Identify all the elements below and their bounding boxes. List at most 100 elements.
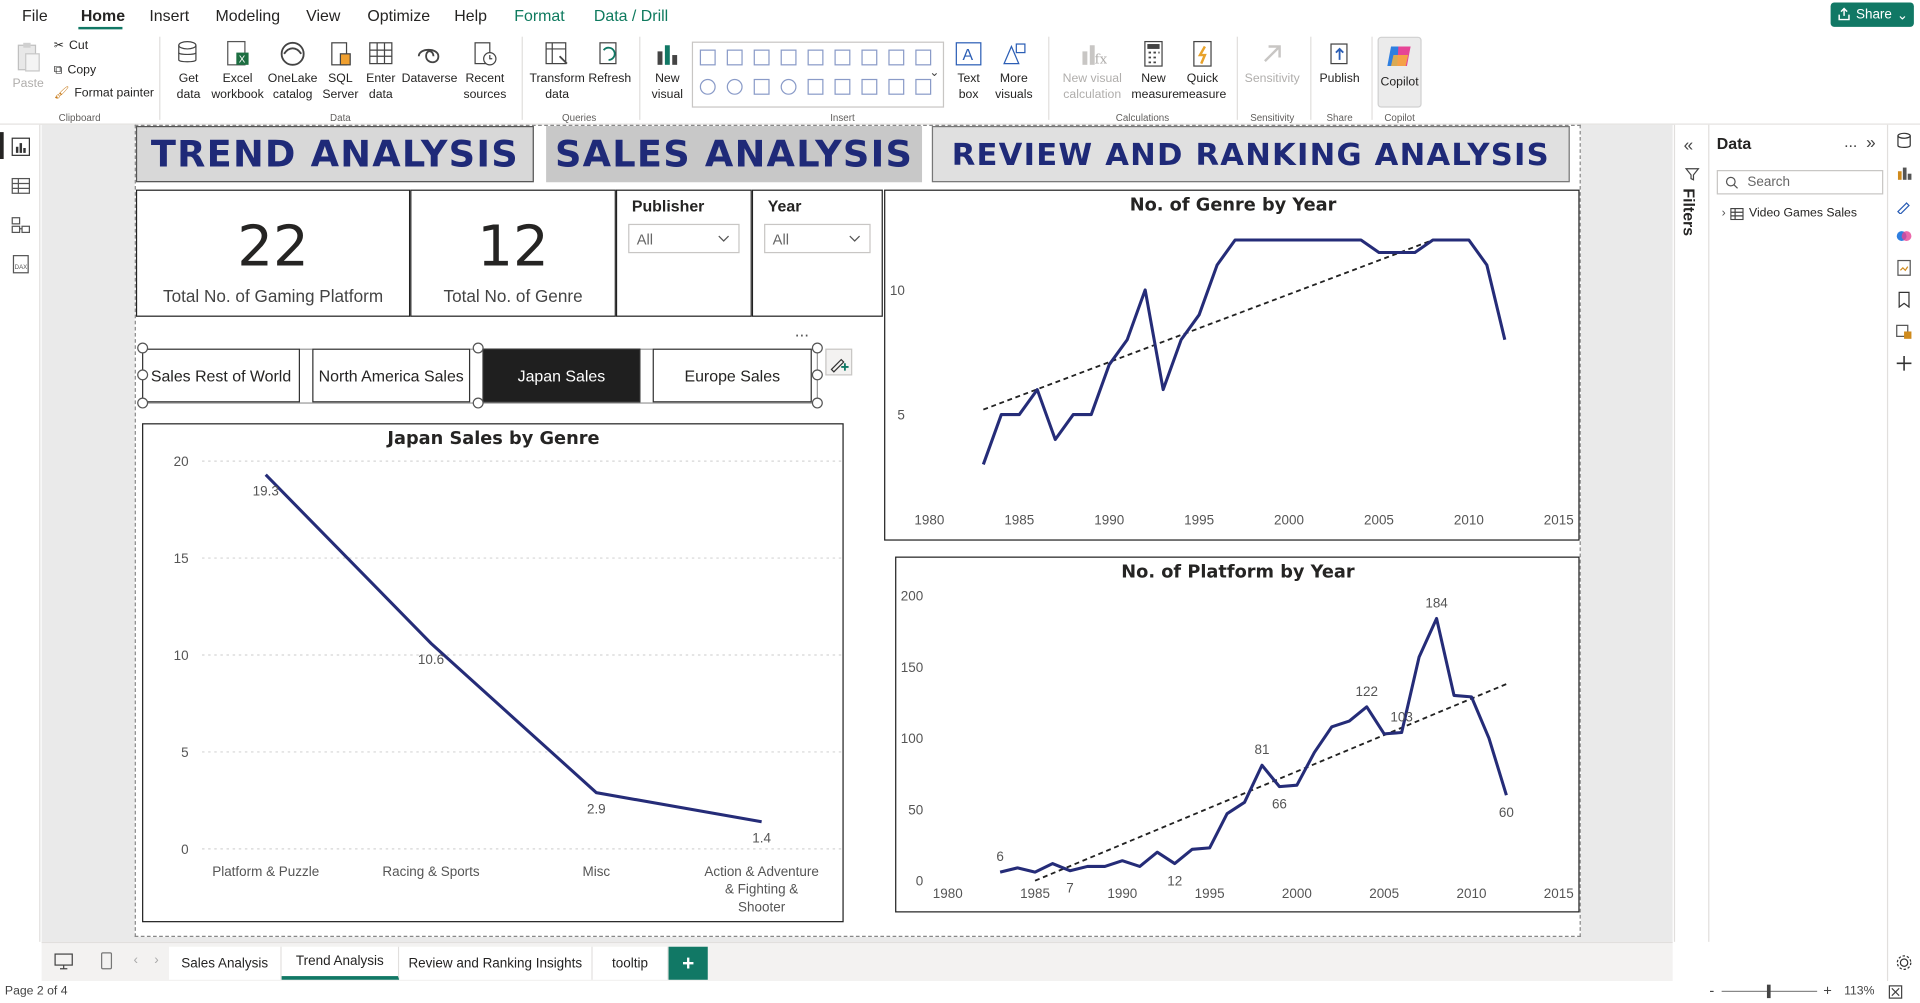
collapse-chevron-icon[interactable]: «	[1683, 134, 1694, 155]
table-view-icon[interactable]	[11, 176, 31, 196]
menu-modeling[interactable]: Modeling	[215, 6, 281, 25]
share-button[interactable]: Share ⌄	[1830, 2, 1914, 27]
cut-button[interactable]: ✂ Cut	[54, 39, 88, 52]
excel-workbook-button[interactable]: X Excel workbook	[211, 39, 265, 103]
zoom-out-icon[interactable]: -	[1709, 982, 1715, 1000]
menu-help[interactable]: Help	[454, 6, 488, 25]
text-box-button[interactable]: A Text box	[950, 39, 987, 103]
build-visual-icon[interactable]	[1896, 165, 1913, 182]
kpi-value: 22	[237, 212, 309, 279]
trend-analysis-nav-button[interactable]: TREND ANALYSIS	[135, 125, 534, 183]
settings-gear-icon[interactable]	[1896, 954, 1913, 971]
tab-scroll-right-icon[interactable]: ›	[154, 952, 159, 968]
table-tree-item[interactable]: › Video Games Sales	[1722, 207, 1857, 220]
add-pane-icon[interactable]	[1896, 355, 1913, 372]
more-options-icon[interactable]: ...	[1844, 132, 1858, 151]
resize-handle[interactable]	[811, 369, 823, 381]
tab-scroll-left-icon[interactable]: ‹	[133, 952, 138, 968]
filters-label[interactable]: Filters	[1680, 188, 1699, 237]
kpi-card-platforms: 22 Total No. of Gaming Platform	[135, 189, 411, 317]
model-view-icon[interactable]	[11, 215, 31, 235]
copy-button[interactable]: ⧉ Copy	[54, 64, 96, 77]
dataverse-button[interactable]: Dataverse	[401, 39, 458, 87]
dataverse-label: Dataverse	[401, 72, 458, 86]
desktop-layout-icon[interactable]	[54, 953, 74, 970]
menu-view[interactable]: View	[306, 6, 341, 25]
refresh-button[interactable]: Refresh	[588, 39, 632, 87]
tab-trend-analysis[interactable]: Trend Analysis	[281, 946, 400, 980]
onelake-icon	[280, 41, 305, 66]
format-painter-button[interactable]: 🖌 Format painter	[54, 87, 154, 100]
resize-handle[interactable]	[137, 397, 149, 409]
share-group-label: Share	[1326, 112, 1353, 124]
recent-sources-button[interactable]: Recent sources	[458, 39, 512, 103]
active-menu-indicator	[78, 26, 123, 30]
performance-icon[interactable]	[1896, 259, 1913, 276]
resize-handle[interactable]	[137, 342, 149, 354]
expand-chevron-icon[interactable]: »	[1866, 132, 1876, 152]
publisher-dropdown[interactable]: All	[628, 223, 740, 254]
zoom-slider-thumb[interactable]	[1766, 984, 1771, 999]
year-dropdown[interactable]: All	[764, 223, 871, 254]
new-measure-button[interactable]: New measure	[1131, 39, 1179, 103]
sales-rest-of-world-button[interactable]: Sales Rest of World	[142, 348, 301, 403]
resize-handle[interactable]	[472, 397, 484, 409]
zoom-in-icon[interactable]: +	[1823, 982, 1832, 1000]
more-visuals-button[interactable]: More visuals	[989, 39, 1038, 103]
review-ranking-nav-button[interactable]: REVIEW AND RANKING ANALYSIS	[931, 125, 1570, 183]
get-data-button[interactable]: Get data	[169, 39, 208, 103]
calculator-icon	[1144, 40, 1163, 67]
resize-handle[interactable]	[472, 342, 484, 354]
fit-to-page-icon[interactable]	[1888, 985, 1903, 1000]
data-pane-icon[interactable]	[1896, 132, 1913, 149]
quick-measure-button[interactable]: Quick measure	[1178, 39, 1227, 103]
resize-handle[interactable]	[811, 342, 823, 354]
format-visual-button[interactable]	[825, 348, 853, 376]
tab-review-ranking-insights[interactable]: Review and Ranking Insights	[399, 946, 593, 980]
transform-data-button[interactable]: Transform data	[529, 39, 585, 103]
sales-analysis-nav-button[interactable]: SALES ANALYSIS	[546, 125, 923, 183]
slicer-title: Year	[767, 196, 802, 216]
japan-sales-button[interactable]: Japan Sales	[482, 348, 641, 403]
copilot-button[interactable]: Copilot	[1377, 36, 1422, 108]
report-view-icon[interactable]	[11, 137, 31, 157]
tab-tooltip[interactable]: tooltip	[592, 946, 669, 980]
new-visual-button[interactable]: New visual	[647, 39, 689, 103]
menu-optimize[interactable]: Optimize	[367, 6, 431, 25]
menu-data-drill[interactable]: Data / Drill	[593, 6, 669, 25]
north-america-sales-button[interactable]: North America Sales	[312, 348, 471, 403]
visual-gallery[interactable]	[691, 41, 945, 108]
menu-file[interactable]: File	[22, 6, 48, 25]
paste-button[interactable]: Paste	[10, 42, 47, 92]
mobile-layout-icon[interactable]	[100, 952, 113, 970]
gallery-expand-icon[interactable]: ⌄	[929, 66, 940, 80]
chart-title: No. of Genre by Year	[1130, 195, 1337, 215]
genre-by-year-chart[interactable]: No. of Genre by Year 5 10 1980 1985 1990 1995…	[885, 191, 1581, 542]
onelake-catalog-button[interactable]: OneLake catalog	[267, 39, 318, 103]
bookmark-icon[interactable]	[1896, 291, 1913, 309]
new-visual-calculation-button[interactable]: fx New visual calculation	[1058, 39, 1127, 103]
menu-insert[interactable]: Insert	[149, 6, 190, 25]
europe-sales-button[interactable]: Europe Sales	[652, 348, 812, 403]
sensitivity-button[interactable]: Sensitivity	[1242, 39, 1303, 87]
more-options-icon[interactable]: ...	[794, 320, 809, 341]
add-page-button[interactable]: +	[668, 946, 708, 980]
format-pane-icon[interactable]	[1896, 197, 1913, 215]
menu-home[interactable]: Home	[80, 6, 126, 25]
x-tick-label: 2010	[1454, 513, 1484, 528]
selection-pane-icon[interactable]	[1896, 323, 1913, 340]
copilot-pane-icon[interactable]	[1896, 228, 1913, 245]
resize-handle[interactable]	[811, 397, 823, 409]
tab-sales-analysis[interactable]: Sales Analysis	[168, 946, 282, 980]
japan-sales-by-genre-chart[interactable]: Japan Sales by Genre 0 5 10 15 20 Platform & …	[143, 424, 845, 923]
dax-query-view-icon[interactable]: DAX	[11, 254, 31, 274]
data-search-input[interactable]: Search	[1716, 170, 1884, 195]
sql-server-button[interactable]: SQL Server	[321, 39, 360, 103]
resize-handle[interactable]	[137, 369, 149, 381]
menu-format[interactable]: Format	[514, 6, 565, 25]
publish-button[interactable]: Publish	[1315, 39, 1364, 87]
platform-by-year-chart[interactable]: No. of Platform by Year 0 50 100 150 200 1980…	[896, 558, 1580, 914]
x-tick-label: Action & Adventure & Fighting & Shooter	[704, 864, 818, 914]
enter-data-button[interactable]: Enter data	[362, 39, 399, 103]
chart-title: Japan Sales by Genre	[386, 429, 599, 449]
